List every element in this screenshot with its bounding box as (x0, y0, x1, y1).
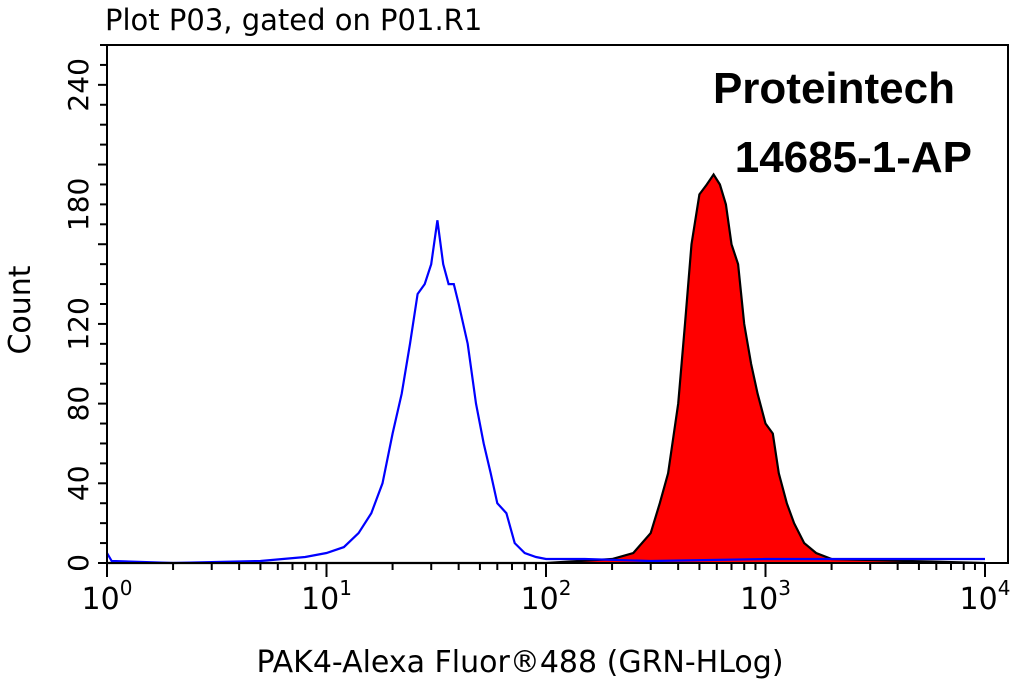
x-tick-label: 103 (740, 576, 791, 617)
y-tick-label: 240 (62, 58, 95, 111)
x-tick-label: 100 (82, 576, 133, 617)
x-tick-label: 104 (960, 576, 1011, 617)
histogram-line (107, 172, 986, 565)
y-tick-label: 0 (62, 554, 95, 572)
annotation-line-2: 14685-1-AP (735, 133, 972, 182)
x-tick-label: 101 (301, 576, 352, 617)
y-tick-label: 120 (62, 297, 95, 350)
y-tick-label: 80 (62, 386, 95, 422)
chart-title: Plot P03, gated on P01.R1 (105, 3, 482, 37)
annotation-line-1: Proteintech (713, 64, 955, 113)
y-tick-label: 40 (62, 465, 95, 501)
histogram-line (106, 220, 985, 565)
plot-frame (106, 44, 1009, 564)
x-tick-label: 102 (521, 576, 572, 617)
y-axis-label: Count (3, 265, 38, 354)
y-tick-label: 180 (62, 178, 95, 231)
x-axis-label: PAK4-Alexa Fluor®488 (GRN-HLog) (256, 645, 783, 680)
histogram-fill (107, 174, 985, 563)
